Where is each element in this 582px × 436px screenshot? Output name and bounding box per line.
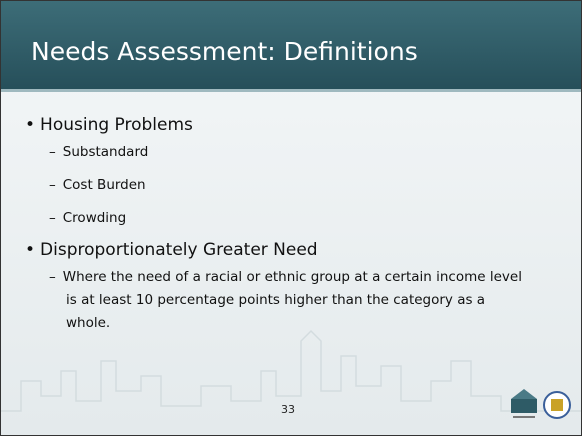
header-band: Needs Assessment: Definitions — [1, 1, 581, 92]
bullet-group: Housing Problems Substandard Cost Burden Cr… — [25, 115, 545, 230]
page: Needs Assessment: Definitions Housing Pr… — [0, 0, 582, 436]
content: Housing Problems Substandard Cost Burden Cr… — [25, 115, 545, 345]
logo-hud-center — [551, 399, 563, 411]
bullet-group: Disproportionately Greater Need Where the… — [25, 240, 545, 335]
sub-bullet: Substandard — [49, 141, 526, 164]
logos — [509, 389, 573, 425]
slide: Needs Assessment: Definitions Housing Pr… — [0, 0, 582, 436]
bullet: Disproportionately Greater Need — [25, 240, 545, 260]
bullet: Housing Problems — [25, 115, 545, 135]
sub-bullet: Where the need of a racial or ethnic gro… — [49, 266, 526, 335]
logo-caption — [513, 416, 535, 418]
slide-title: Needs Assessment: Definitions — [31, 37, 418, 66]
sub-bullet: Crowding — [49, 207, 526, 230]
sub-bullet: Cost Burden — [49, 174, 526, 197]
page-number: 33 — [281, 403, 295, 416]
logo-roof — [511, 389, 537, 399]
logo-community-planning — [511, 399, 537, 413]
